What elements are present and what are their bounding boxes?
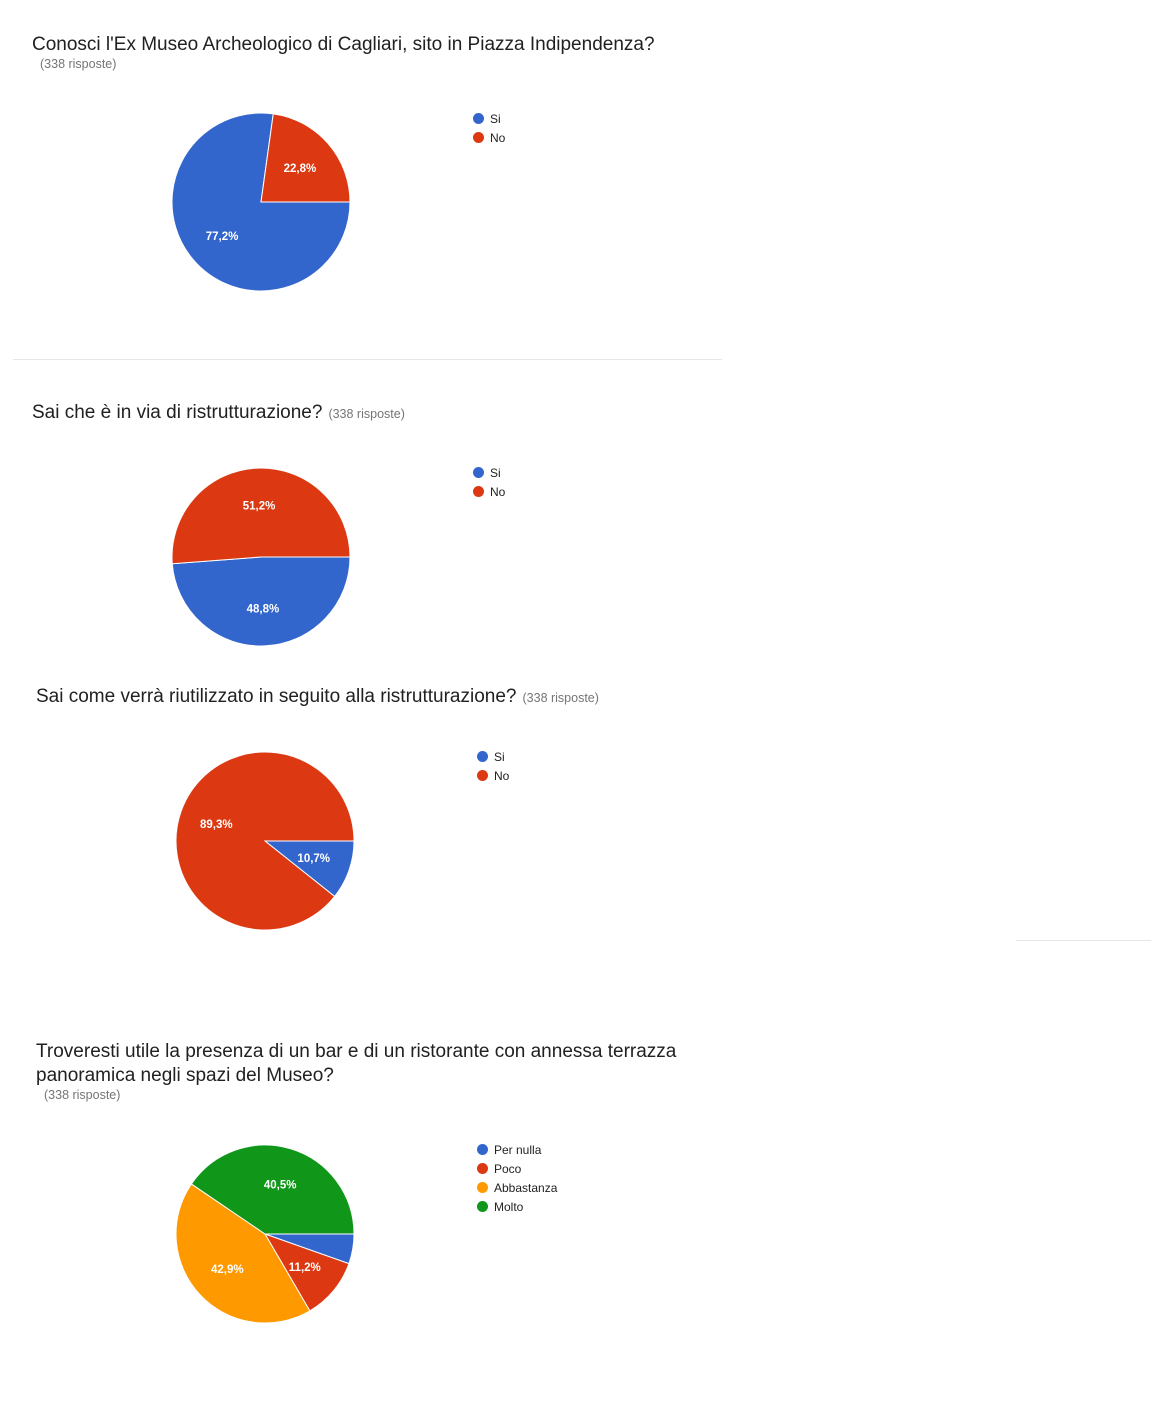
legend-label: Si (490, 465, 501, 480)
pie-slice-label: 22,8% (284, 163, 317, 175)
legend-swatch (477, 1182, 488, 1193)
chart2-title: Sai che è in via di ristrutturazione? (33… (32, 401, 405, 426)
legend-item-si: Si (477, 747, 509, 766)
legend-label: Per nulla (494, 1142, 542, 1157)
legend-label: Si (494, 749, 505, 764)
chart1-legend: Si No (473, 109, 505, 147)
legend-item-poco: Poco (477, 1159, 557, 1178)
legend-swatch (477, 770, 488, 781)
chart3-responses: (338 risposte) (522, 691, 599, 705)
legend-item-per-nulla: Per nulla (477, 1140, 557, 1159)
chart2-legend: Si No (473, 463, 505, 501)
pie-slice-label: 89,3% (200, 819, 233, 831)
chart1-pie: 77,2% 22,8% (171, 112, 351, 292)
pie-slice-label: 11,2% (289, 1262, 321, 1274)
chart1-responses: (338 risposte) (40, 57, 117, 71)
chart3-title-text: Sai come verrà riutilizzato in seguito a… (36, 686, 517, 707)
chart4-legend: Per nulla Poco Abbastanza Molto (477, 1140, 557, 1216)
legend-item-abbastanza: Abbastanza (477, 1178, 557, 1197)
pie-slice-abbastanza (175, 1183, 311, 1324)
legend-label: No (494, 768, 510, 783)
pie-slice-no (171, 467, 351, 565)
pie-slice-label: 48,8% (247, 604, 280, 616)
chart4-pie: 11,2% 42,9% 40,5% (175, 1144, 355, 1324)
pie-slice-label: 10,7% (297, 853, 330, 865)
legend-label: Molto (494, 1199, 524, 1214)
legend-swatch (477, 1163, 488, 1174)
legend-item-molto: Molto (477, 1197, 557, 1216)
chart3-title: Sai come verrà riutilizzato in seguito a… (36, 685, 599, 710)
pie-slice-no (175, 751, 355, 931)
legend-item-no: No (473, 128, 505, 147)
legend-swatch (473, 467, 484, 478)
legend-swatch (477, 1144, 488, 1155)
section-divider-2 (1016, 940, 1151, 941)
legend-item-no: No (473, 482, 505, 501)
legend-label: Si (490, 111, 501, 126)
chart2-title-text: Sai che è in via di ristrutturazione? (32, 402, 323, 423)
pie-slice-label: 51,2% (243, 500, 276, 512)
pie-slice-label: 77,2% (206, 231, 239, 243)
section-divider (13, 359, 722, 360)
legend-item-no: No (477, 766, 509, 785)
legend-swatch (477, 751, 488, 762)
pie-slice-label: 42,9% (211, 1264, 244, 1276)
legend-label: Abbastanza (494, 1180, 558, 1195)
chart1-title: Conosci l'Ex Museo Archeologico di Cagli… (32, 34, 655, 55)
chart3-legend: Si No (477, 747, 509, 785)
legend-item-si: Si (473, 463, 505, 482)
legend-label: Poco (494, 1161, 522, 1176)
chart3-pie: 10,7% 89,3% (175, 751, 355, 931)
pie-slice-molto (190, 1144, 355, 1235)
legend-label: No (490, 484, 506, 499)
legend-swatch (473, 132, 484, 143)
chart2-pie: 48,8% 51,2% (171, 467, 351, 647)
chart4-title-line1: Troveresti utile la presenza di un bar e… (36, 1041, 677, 1062)
chart4-title-line2: panoramica negli spazi del Museo? (36, 1065, 334, 1086)
legend-item-si: Si (473, 109, 505, 128)
pie-slice-si (171, 556, 351, 647)
legend-swatch (473, 486, 484, 497)
pie-slice-no (260, 113, 351, 203)
pie-slice-label: 40,5% (264, 1180, 297, 1192)
chart2-responses: (338 risposte) (328, 407, 405, 421)
legend-swatch (473, 113, 484, 124)
legend-label: No (490, 130, 506, 145)
chart4-responses: (338 risposte) (44, 1088, 121, 1102)
legend-swatch (477, 1201, 488, 1212)
